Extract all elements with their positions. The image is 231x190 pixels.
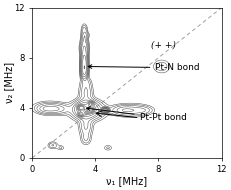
Text: Pt-N bond: Pt-N bond <box>88 63 200 72</box>
Y-axis label: ν₂ [MHz]: ν₂ [MHz] <box>4 62 14 103</box>
Text: Pt-Pt bond: Pt-Pt bond <box>87 107 186 122</box>
Text: (+ +): (+ +) <box>151 41 176 50</box>
X-axis label: ν₁ [MHz]: ν₁ [MHz] <box>106 176 148 186</box>
